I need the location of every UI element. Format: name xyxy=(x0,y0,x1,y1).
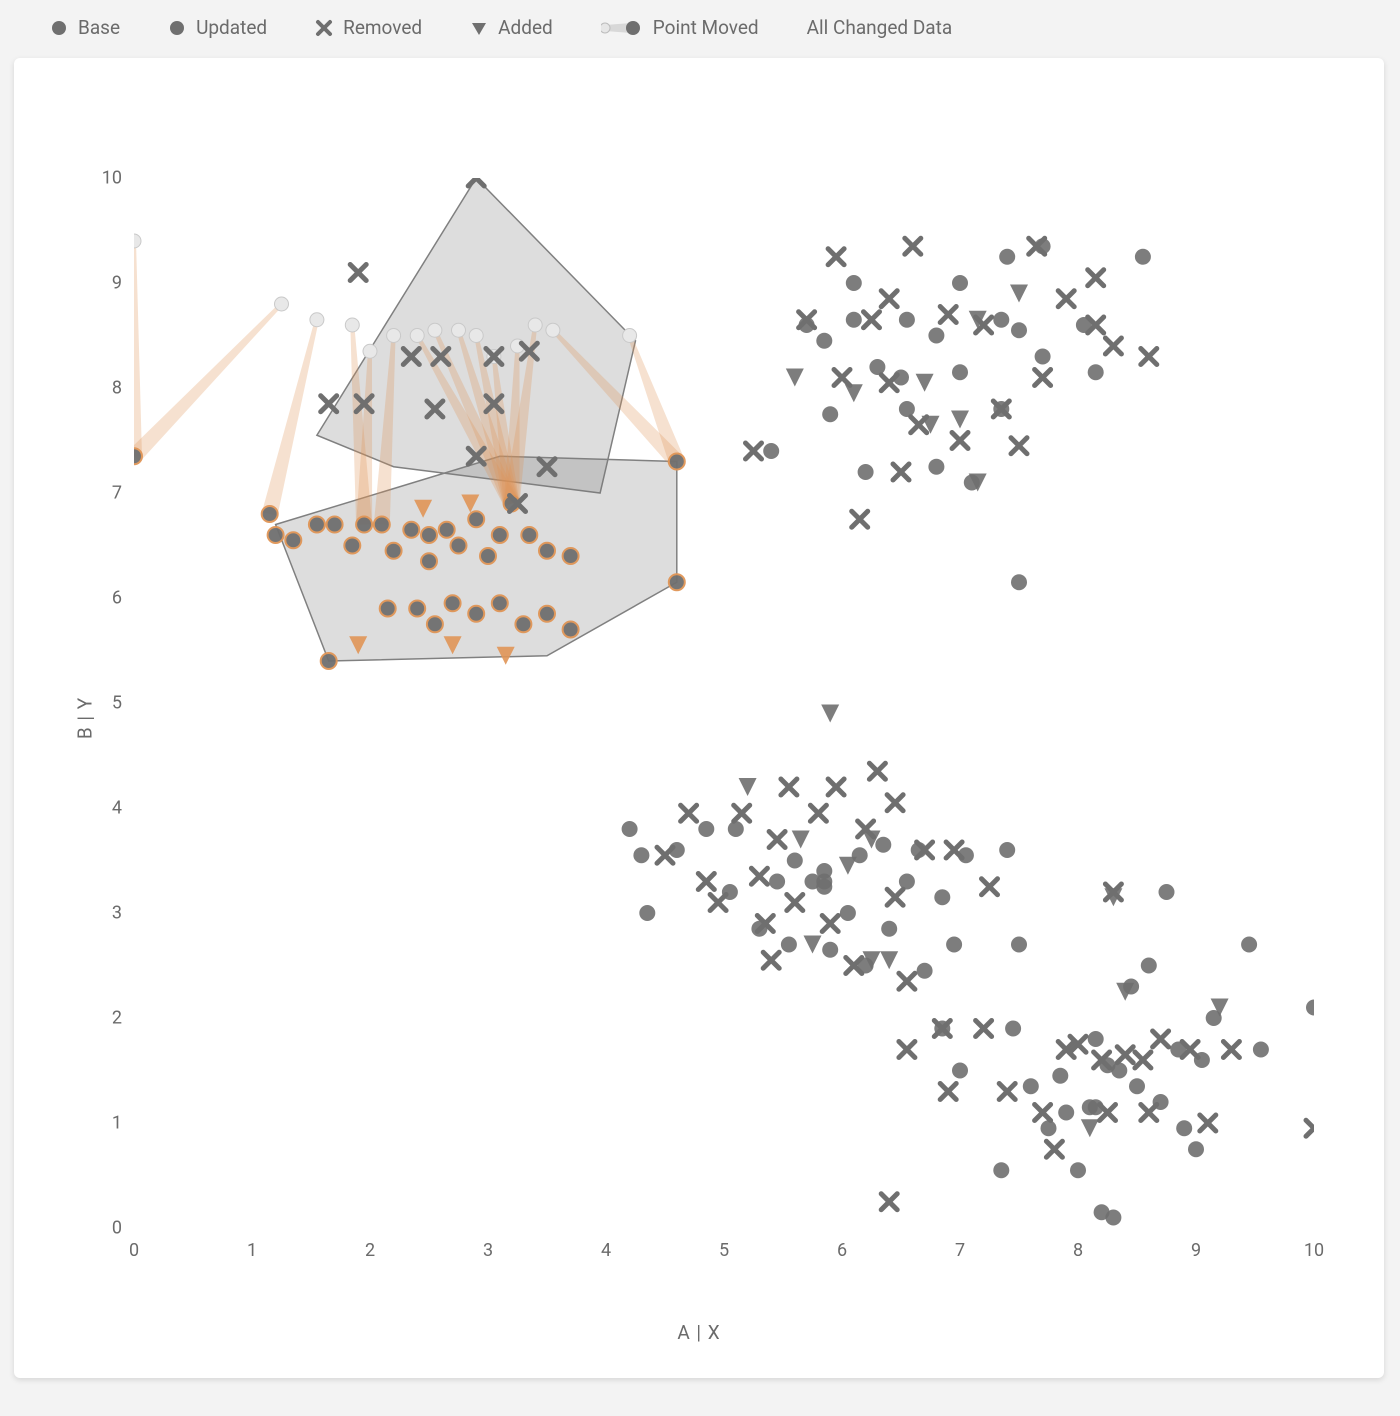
chart-card: B | Y A | X 012345678910012345678910 xyxy=(14,58,1384,1378)
x-tick: 8 xyxy=(1073,1240,1083,1261)
legend-label: Base xyxy=(78,16,120,39)
legend-label: Removed xyxy=(343,16,422,39)
legend-label: Point Moved xyxy=(653,16,759,39)
legend-item-added[interactable]: Added xyxy=(470,16,553,39)
y-tick: 7 xyxy=(92,483,122,504)
x-tick: 1 xyxy=(247,1240,257,1261)
x-tick: 0 xyxy=(129,1240,139,1261)
x-tick: 7 xyxy=(955,1240,965,1261)
x-tick: 2 xyxy=(365,1240,375,1261)
x-tick: 6 xyxy=(837,1240,847,1261)
y-tick: 0 xyxy=(92,1218,122,1239)
legend: Base Updated Removed Added Point xyxy=(0,0,1400,51)
circle-icon xyxy=(168,19,186,37)
comet-icon xyxy=(601,19,643,37)
y-tick: 5 xyxy=(92,693,122,714)
legend-label: Added xyxy=(498,16,553,39)
legend-item-point-moved[interactable]: Point Moved xyxy=(601,16,759,39)
y-tick: 1 xyxy=(92,1113,122,1134)
x-axis-label: A | X xyxy=(677,1321,720,1344)
y-tick: 6 xyxy=(92,588,122,609)
x-tick: 5 xyxy=(719,1240,729,1261)
plot-area xyxy=(134,178,1314,1228)
circle-icon xyxy=(50,19,68,37)
y-tick: 10 xyxy=(92,168,122,189)
legend-item-base[interactable]: Base xyxy=(50,16,120,39)
x-icon xyxy=(315,19,333,37)
y-tick: 9 xyxy=(92,273,122,294)
x-tick: 3 xyxy=(483,1240,493,1261)
scatter-plot xyxy=(134,178,1314,1228)
x-tick: 10 xyxy=(1304,1240,1324,1261)
y-tick: 2 xyxy=(92,1008,122,1029)
page: Base Updated Removed Added Point xyxy=(0,0,1400,1416)
legend-item-all-changed[interactable]: All Changed Data xyxy=(807,16,953,39)
y-tick: 8 xyxy=(92,378,122,399)
legend-item-removed[interactable]: Removed xyxy=(315,16,422,39)
x-tick: 9 xyxy=(1191,1240,1201,1261)
triangle-down-icon xyxy=(470,19,488,37)
legend-label: All Changed Data xyxy=(807,16,953,39)
x-tick: 4 xyxy=(601,1240,611,1261)
y-tick: 3 xyxy=(92,903,122,924)
legend-item-updated[interactable]: Updated xyxy=(168,16,267,39)
y-tick: 4 xyxy=(92,798,122,819)
legend-label: Updated xyxy=(196,16,267,39)
